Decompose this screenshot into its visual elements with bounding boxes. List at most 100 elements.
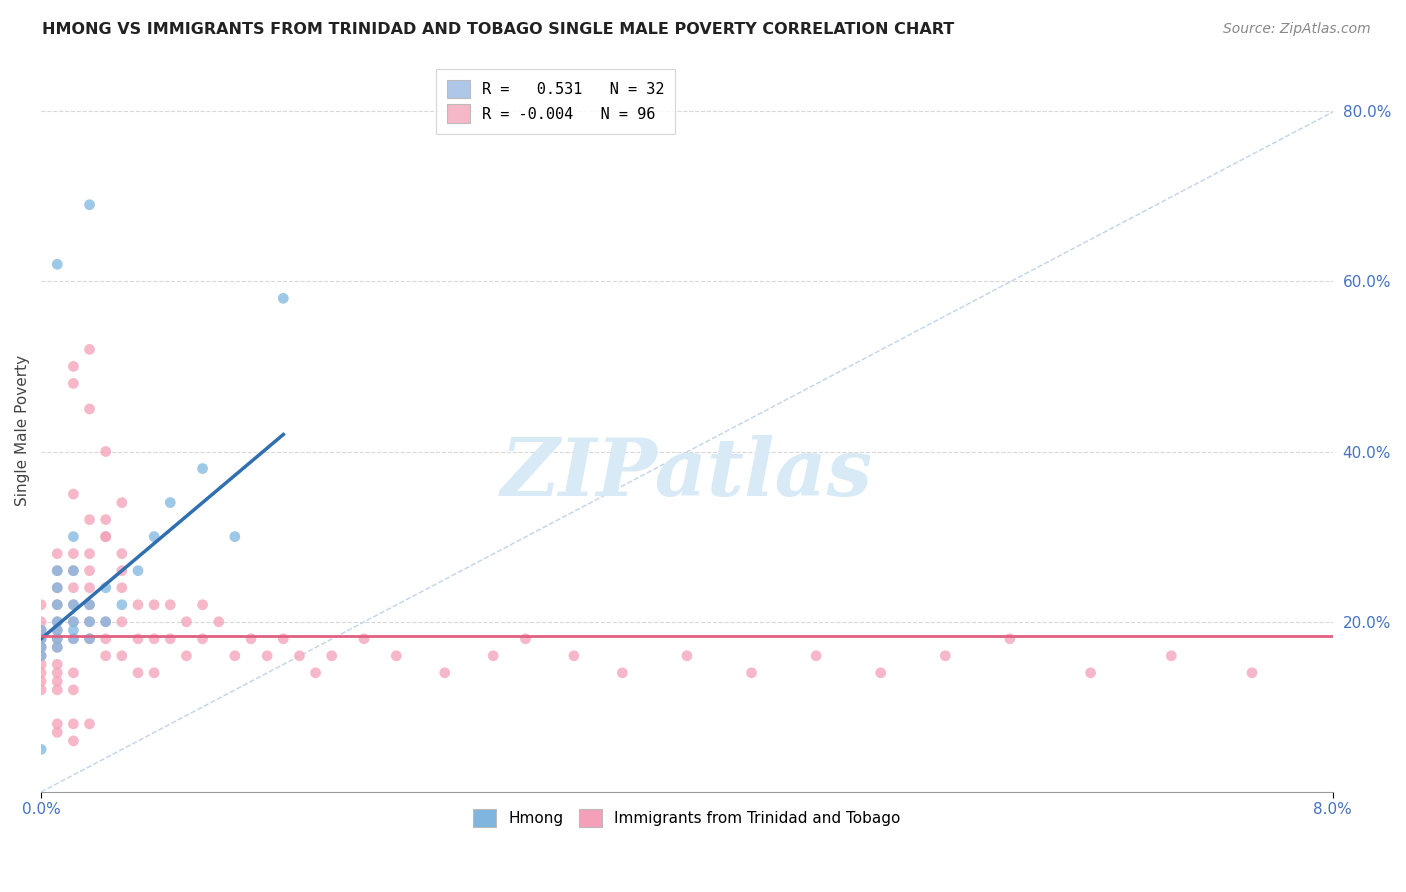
Point bbox=[46, 674, 69, 689]
Point bbox=[79, 632, 101, 646]
Text: Source: ZipAtlas.com: Source: ZipAtlas.com bbox=[1223, 22, 1371, 37]
Point bbox=[30, 640, 52, 655]
Point bbox=[111, 564, 134, 578]
Point bbox=[46, 581, 69, 595]
Point bbox=[676, 648, 699, 663]
Point bbox=[111, 547, 134, 561]
Point bbox=[62, 665, 84, 680]
Text: HMONG VS IMMIGRANTS FROM TRINIDAD AND TOBAGO SINGLE MALE POVERTY CORRELATION CHA: HMONG VS IMMIGRANTS FROM TRINIDAD AND TO… bbox=[42, 22, 955, 37]
Y-axis label: Single Male Poverty: Single Male Poverty bbox=[15, 355, 30, 506]
Point bbox=[62, 564, 84, 578]
Point bbox=[127, 564, 149, 578]
Point bbox=[159, 598, 181, 612]
Point bbox=[143, 530, 166, 544]
Point bbox=[208, 615, 231, 629]
Point bbox=[79, 564, 101, 578]
Point bbox=[62, 598, 84, 612]
Point bbox=[94, 513, 117, 527]
Point bbox=[62, 734, 84, 748]
Point bbox=[30, 640, 52, 655]
Point bbox=[79, 513, 101, 527]
Point bbox=[79, 401, 101, 416]
Point bbox=[353, 632, 375, 646]
Point bbox=[176, 615, 198, 629]
Point bbox=[30, 624, 52, 638]
Point bbox=[79, 197, 101, 211]
Point bbox=[62, 598, 84, 612]
Point bbox=[433, 665, 456, 680]
Point bbox=[79, 615, 101, 629]
Point bbox=[256, 648, 278, 663]
Point bbox=[482, 648, 505, 663]
Point bbox=[62, 581, 84, 595]
Point bbox=[46, 640, 69, 655]
Point bbox=[62, 632, 84, 646]
Point bbox=[562, 648, 585, 663]
Point bbox=[46, 632, 69, 646]
Point bbox=[30, 615, 52, 629]
Text: ZIPatlas: ZIPatlas bbox=[501, 435, 873, 512]
Point bbox=[934, 648, 956, 663]
Point bbox=[46, 624, 69, 638]
Point bbox=[191, 632, 214, 646]
Point bbox=[288, 648, 311, 663]
Point bbox=[94, 615, 117, 629]
Point bbox=[869, 665, 891, 680]
Point bbox=[271, 632, 294, 646]
Point bbox=[111, 648, 134, 663]
Point bbox=[62, 615, 84, 629]
Point bbox=[385, 648, 408, 663]
Point bbox=[111, 581, 134, 595]
Point bbox=[94, 530, 117, 544]
Point bbox=[30, 632, 52, 646]
Point bbox=[30, 648, 52, 663]
Point bbox=[127, 632, 149, 646]
Point bbox=[30, 657, 52, 672]
Point bbox=[94, 444, 117, 458]
Point bbox=[94, 615, 117, 629]
Point bbox=[30, 674, 52, 689]
Point bbox=[111, 598, 134, 612]
Point bbox=[46, 564, 69, 578]
Point bbox=[111, 615, 134, 629]
Point bbox=[1160, 648, 1182, 663]
Point bbox=[79, 717, 101, 731]
Point bbox=[94, 648, 117, 663]
Point bbox=[79, 615, 101, 629]
Point bbox=[46, 657, 69, 672]
Point bbox=[30, 682, 52, 697]
Point bbox=[62, 717, 84, 731]
Point bbox=[30, 665, 52, 680]
Point bbox=[62, 632, 84, 646]
Point bbox=[304, 665, 326, 680]
Point bbox=[62, 487, 84, 501]
Point bbox=[1080, 665, 1102, 680]
Point bbox=[271, 291, 294, 305]
Point bbox=[62, 682, 84, 697]
Point bbox=[94, 581, 117, 595]
Point bbox=[30, 624, 52, 638]
Point bbox=[30, 598, 52, 612]
Point bbox=[62, 547, 84, 561]
Point bbox=[94, 530, 117, 544]
Point bbox=[46, 624, 69, 638]
Point bbox=[62, 359, 84, 374]
Point bbox=[79, 632, 101, 646]
Point bbox=[46, 725, 69, 739]
Point bbox=[143, 632, 166, 646]
Point bbox=[79, 343, 101, 357]
Point bbox=[46, 665, 69, 680]
Point bbox=[224, 648, 246, 663]
Point bbox=[94, 632, 117, 646]
Point bbox=[46, 640, 69, 655]
Point bbox=[46, 615, 69, 629]
Point bbox=[46, 257, 69, 271]
Point bbox=[191, 598, 214, 612]
Point bbox=[46, 598, 69, 612]
Point bbox=[127, 665, 149, 680]
Point bbox=[143, 598, 166, 612]
Legend: Hmong, Immigrants from Trinidad and Tobago: Hmong, Immigrants from Trinidad and Toba… bbox=[465, 801, 908, 835]
Point bbox=[159, 632, 181, 646]
Point bbox=[143, 665, 166, 680]
Point bbox=[321, 648, 343, 663]
